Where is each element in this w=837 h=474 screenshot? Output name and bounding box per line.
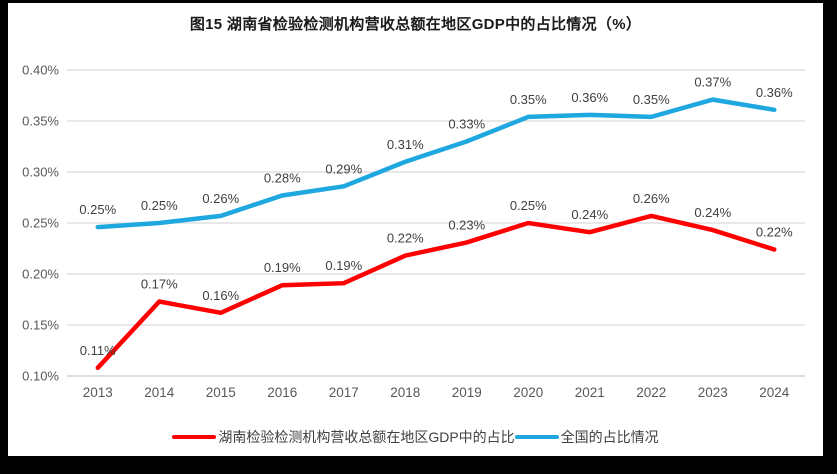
data-label-national: 0.31%	[387, 137, 424, 152]
data-label-hunan: 0.26%	[633, 191, 670, 206]
data-label-national: 0.33%	[448, 116, 485, 131]
data-label-hunan: 0.17%	[141, 277, 178, 292]
x-axis-tick-label: 2024	[759, 385, 790, 400]
data-label-national: 0.28%	[264, 170, 301, 185]
data-label-national: 0.36%	[756, 85, 793, 100]
y-axis-tick-label: 0.35%	[22, 114, 59, 129]
data-label-hunan: 0.25%	[510, 198, 547, 213]
data-label-hunan: 0.24%	[571, 207, 608, 222]
data-label-hunan: 0.19%	[264, 260, 301, 275]
x-axis-tick-label: 2016	[267, 385, 297, 400]
chart-canvas: 图15 湖南省检验检测机构营收总额在地区GDP中的占比情况（%） 0.40% 0.…	[8, 3, 823, 456]
data-label-national: 0.35%	[633, 92, 670, 107]
data-label-national: 0.25%	[79, 202, 116, 217]
legend-item-national: 全国的占比情况	[514, 427, 659, 447]
series-line-national	[95, 97, 777, 230]
data-label-hunan: 0.22%	[387, 231, 424, 246]
legend-item-hunan: 湖南检验检测机构营收总额在地区GDP中的占比	[172, 427, 515, 447]
y-axis-tick-label: 0.25%	[22, 216, 59, 231]
x-axis-tick-label: 2014	[144, 385, 175, 400]
x-axis-tick-label: 2021	[575, 385, 605, 400]
data-label-hunan: 0.22%	[756, 225, 793, 240]
data-label-hunan: 0.24%	[694, 205, 731, 220]
data-label-hunan: 0.16%	[202, 288, 239, 303]
data-label-national: 0.25%	[141, 198, 178, 213]
data-label-national: 0.37%	[694, 75, 731, 90]
legend-label-hunan: 湖南检验检测机构营收总额在地区GDP中的占比	[218, 429, 515, 445]
y-axis-tick-label: 0.10%	[22, 369, 59, 384]
line-chart: 0.40% 0.35% 0.30% 0.25% 0.20% 0.15% 0.10% 2013 2…	[22, 63, 805, 400]
y-axis-tick-label: 0.40%	[22, 63, 59, 78]
y-axis-tick-label: 0.15%	[22, 318, 59, 333]
legend-label-national: 全国的占比情况	[560, 429, 659, 445]
x-axis-tick-label: 2020	[513, 385, 543, 400]
x-axis-tick-label: 2013	[83, 385, 113, 400]
data-label-national: 0.36%	[571, 90, 608, 105]
series-line-hunan	[95, 213, 777, 371]
x-axis-tick-label: 2015	[206, 385, 236, 400]
legend-swatch-national-icon	[514, 434, 559, 440]
data-label-hunan: 0.23%	[448, 217, 485, 232]
chart-title: 图15 湖南省检验检测机构营收总额在地区GDP中的占比情况（%）	[189, 16, 642, 33]
data-label-hunan: 0.19%	[325, 258, 362, 273]
x-axis-tick-label: 2022	[636, 385, 666, 400]
x-axis-tick-label: 2023	[698, 385, 728, 400]
y-axis-tick-label: 0.20%	[22, 267, 59, 282]
data-label-national: 0.35%	[510, 92, 547, 107]
x-axis-tick-label: 2019	[452, 385, 482, 400]
data-label-hunan: 0.11%	[80, 343, 116, 358]
x-axis-tick-label: 2017	[329, 385, 359, 400]
chart-legend: 湖南检验检测机构营收总额在地区GDP中的占比 全国的占比情况	[8, 427, 823, 447]
data-label-national: 0.29%	[325, 161, 362, 176]
legend-swatch-hunan-icon	[172, 434, 217, 440]
x-axis-tick-label: 2018	[390, 385, 420, 400]
y-axis-tick-label: 0.30%	[22, 165, 59, 180]
data-label-national: 0.26%	[202, 191, 239, 206]
